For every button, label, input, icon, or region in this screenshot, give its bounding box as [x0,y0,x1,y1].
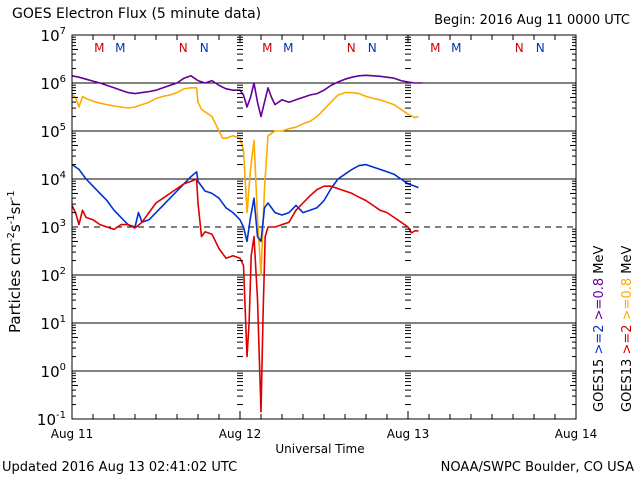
y-tick-label: 102 [41,266,66,285]
legend-column: GOES15 >=2 >=0.8 MeV [592,246,607,412]
grid-lines [72,82,576,372]
y-tick-label: 105 [41,122,66,141]
day-marker-M: M [262,41,272,55]
series-goes15-0-8-mev [71,74,422,118]
y-tick-base: 10 [37,411,56,429]
x-tick-label: Aug 13 [387,427,430,441]
day-marker-N: N [179,41,188,55]
series-goes15-2-mev [71,163,419,243]
x-tick-labels: Aug 11 Aug 12 Aug 13 Aug 14 [51,427,598,441]
y-title-exponent: -1 [6,214,17,224]
day-marker-M: M [283,41,293,55]
x-tick-label: Aug 11 [51,427,94,441]
y-title-base: Particles cm [6,242,24,333]
y-tick-base: 10 [41,267,60,285]
day-marker-M: M [451,41,461,55]
y-tick-exponent: 6 [60,74,66,85]
day-marker-N: N [200,41,209,55]
y-tick-base: 10 [41,27,60,45]
y-tick-label: 106 [41,74,66,93]
legend-entry: MeV [620,246,635,278]
y-tick-label: 101 [41,314,66,333]
y-tick-base: 10 [41,75,60,93]
begin-time: Begin: 2016 Aug 11 0000 UTC [434,13,630,28]
y-tick-label: 100 [41,362,66,381]
y-title-exponent: -2 [6,232,17,242]
y-tick-exponent: 7 [60,26,66,37]
chart-title: GOES Electron Flux (5 minute data) [12,6,262,22]
legend-entry: >=0.8 [592,278,607,325]
legend-entry: >=2 [620,324,635,358]
y-tick-base: 10 [41,315,60,333]
y-tick-exponent: 1 [60,314,66,325]
y-tick-exponent: 0 [60,362,66,373]
legend-entry: >=2 [592,324,607,358]
y-title-unit: s [6,224,24,232]
legend-entry: MeV [592,246,607,278]
day-marker-M: M [430,41,440,55]
legend-entry: GOES15 [592,359,607,412]
day-marker-M: M [115,41,125,55]
legend-entry: GOES13 [620,359,635,412]
y-title-unit: sr [6,200,24,215]
y-axis-title: Particles cm-2s-1sr-1 [6,190,24,333]
y-tick-base: 10 [41,171,60,189]
credit: NOAA/SWPC Boulder, CO USA [440,460,634,475]
y-tick-exponent: 2 [60,266,66,277]
legend-column: GOES13 >=2 >=0.8 MeV [620,246,635,412]
x-tick-label: Aug 12 [219,427,262,441]
y-title-exponent: -1 [6,190,17,200]
y-tick-exponent: 4 [60,170,66,181]
axis-ticks [71,35,577,419]
series-goes13-2-mev [71,178,419,413]
day-marker-N: N [536,41,545,55]
day-marker-N: N [347,41,356,55]
y-tick-label: 10-1 [37,410,66,429]
series-lines [71,74,422,413]
updated-timestamp: Updated 2016 Aug 13 02:41:02 UTC [2,460,238,475]
day-marker-N: N [368,41,377,55]
y-tick-exponent: 5 [60,122,66,133]
y-tick-label: 103 [41,218,66,237]
y-tick-exponent: -1 [56,410,66,421]
y-tick-base: 10 [41,363,60,381]
day-marker-M: M [94,41,104,55]
y-tick-label: 107 [41,26,66,45]
y-tick-base: 10 [41,123,60,141]
series-goes13-0-8-mev [71,87,419,276]
legend-entry: >=0.8 [620,278,635,325]
y-tick-label: 104 [41,170,66,189]
plot-frame [71,34,577,420]
y-tick-base: 10 [41,219,60,237]
x-axis-title: Universal Time [275,442,365,456]
y-tick-exponent: 3 [60,218,66,229]
day-marker-N: N [515,41,524,55]
x-tick-label: Aug 14 [555,427,598,441]
